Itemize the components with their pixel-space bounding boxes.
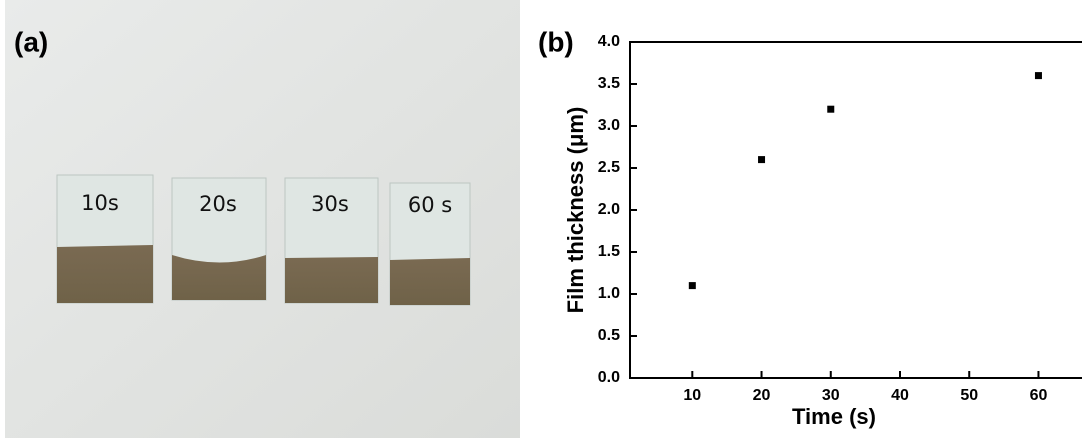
y-tick-label: 4.0 xyxy=(598,33,620,50)
y-tick-label: 1.0 xyxy=(598,285,620,302)
film xyxy=(285,257,378,303)
point xyxy=(689,282,696,289)
y-tick-label: 0.5 xyxy=(598,327,620,344)
film xyxy=(390,258,470,305)
slide-label: 30s xyxy=(311,192,349,216)
x-tick-label: 10 xyxy=(683,387,701,404)
slide-label: 60 s xyxy=(408,193,452,217)
x-tick-label: 30 xyxy=(822,387,840,404)
y-tick-label: 2.0 xyxy=(598,201,620,218)
x-tick-label: 20 xyxy=(753,387,771,404)
x-tick-label: 50 xyxy=(960,387,978,404)
film xyxy=(57,245,153,303)
y-tick-label: 3.5 xyxy=(598,75,620,92)
y-tick-label: 2.5 xyxy=(598,159,620,176)
panel-label: (b) xyxy=(538,26,574,57)
point xyxy=(827,106,834,113)
x-tick-label: 60 xyxy=(1030,387,1048,404)
x-axis-label: Time (s) xyxy=(792,404,876,429)
y-tick-label: 3.0 xyxy=(598,117,620,134)
slide-label: 10s xyxy=(81,191,119,215)
point xyxy=(1035,72,1042,79)
y-tick-label: 1.5 xyxy=(598,243,620,260)
x-tick-label: 40 xyxy=(891,387,909,404)
point xyxy=(758,156,765,163)
figure: (a) 10s 20s 30s 60 s (b) Time (s) Film t… xyxy=(0,0,1082,438)
y-tick-label: 0.0 xyxy=(598,369,620,386)
y-axis-label: Film thickness (μm) xyxy=(563,107,588,314)
slide-label: 20s xyxy=(199,192,237,216)
panel-label: (a) xyxy=(14,26,48,57)
